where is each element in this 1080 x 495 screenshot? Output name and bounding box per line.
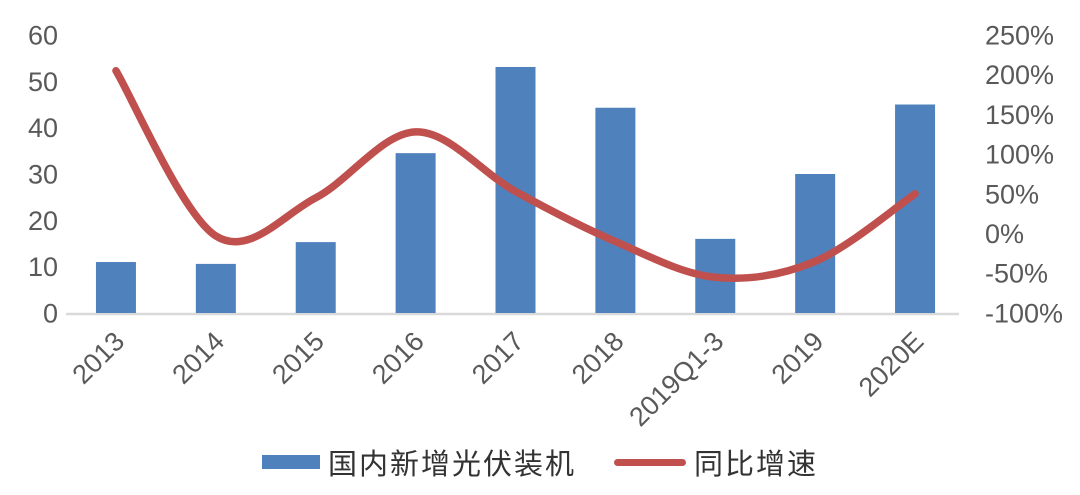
left-axis-tick-0: 0 bbox=[43, 298, 58, 328]
left-axis-tick-40: 40 bbox=[28, 113, 58, 143]
bar-2019 bbox=[795, 174, 836, 313]
bar-2015 bbox=[295, 242, 336, 313]
chart-plot-area: 0 10 20 30 40 50 60 -100% -50% 0% 50% 100% 150% 200% 2… bbox=[28, 20, 1063, 432]
line-series-label: 同比增速 bbox=[694, 447, 819, 481]
line-series-swatch bbox=[614, 458, 686, 466]
right-axis-tick-150%: 150% bbox=[985, 100, 1054, 130]
x-axis-label-2019Q1-3: 2019Q1-3 bbox=[623, 326, 729, 432]
right-axis-tick-100%: 100% bbox=[985, 140, 1054, 170]
x-axis-label-2017: 2017 bbox=[466, 326, 530, 390]
right-axis-tick--50%: -50% bbox=[985, 259, 1048, 289]
bar-2018 bbox=[595, 107, 636, 313]
left-axis-tick-10: 10 bbox=[28, 252, 58, 282]
bar-2020E bbox=[895, 104, 936, 313]
right-axis-tick-0%: 0% bbox=[985, 219, 1024, 249]
bar-2013 bbox=[95, 262, 136, 313]
bar-2016 bbox=[395, 153, 436, 313]
growth-line bbox=[112, 66, 919, 282]
bar-series-label: 国内新增光伏装机 bbox=[327, 447, 576, 481]
x-axis-label-2016: 2016 bbox=[366, 326, 430, 390]
bar-2014 bbox=[195, 263, 236, 313]
chart-legend: 国内新增光伏装机 同比增速 bbox=[0, 432, 1080, 492]
left-axis-tick-60: 60 bbox=[28, 20, 58, 50]
right-axis-tick-50%: 50% bbox=[985, 179, 1039, 209]
legend-item-bar-series: 国内新增光伏装机 bbox=[261, 441, 576, 483]
x-axis-label-2015: 2015 bbox=[266, 326, 330, 390]
left-axis-tick-20: 20 bbox=[28, 206, 58, 236]
x-axis-label-2014: 2014 bbox=[166, 326, 230, 390]
right-axis-tick-200%: 200% bbox=[985, 60, 1054, 90]
x-axis-label-2020E: 2020E bbox=[853, 326, 929, 402]
right-axis-tick--100%: -100% bbox=[985, 298, 1063, 328]
x-axis-label-2013: 2013 bbox=[66, 326, 130, 390]
left-axis-tick-50: 50 bbox=[28, 67, 58, 97]
bar-series-swatch bbox=[261, 455, 320, 469]
x-axis-label-2019: 2019 bbox=[766, 326, 830, 390]
legend-item-line-series: 同比增速 bbox=[614, 441, 818, 483]
x-axis-label-2018: 2018 bbox=[566, 326, 630, 390]
right-axis-tick-250%: 250% bbox=[985, 20, 1054, 50]
left-axis-tick-30: 30 bbox=[28, 159, 58, 189]
